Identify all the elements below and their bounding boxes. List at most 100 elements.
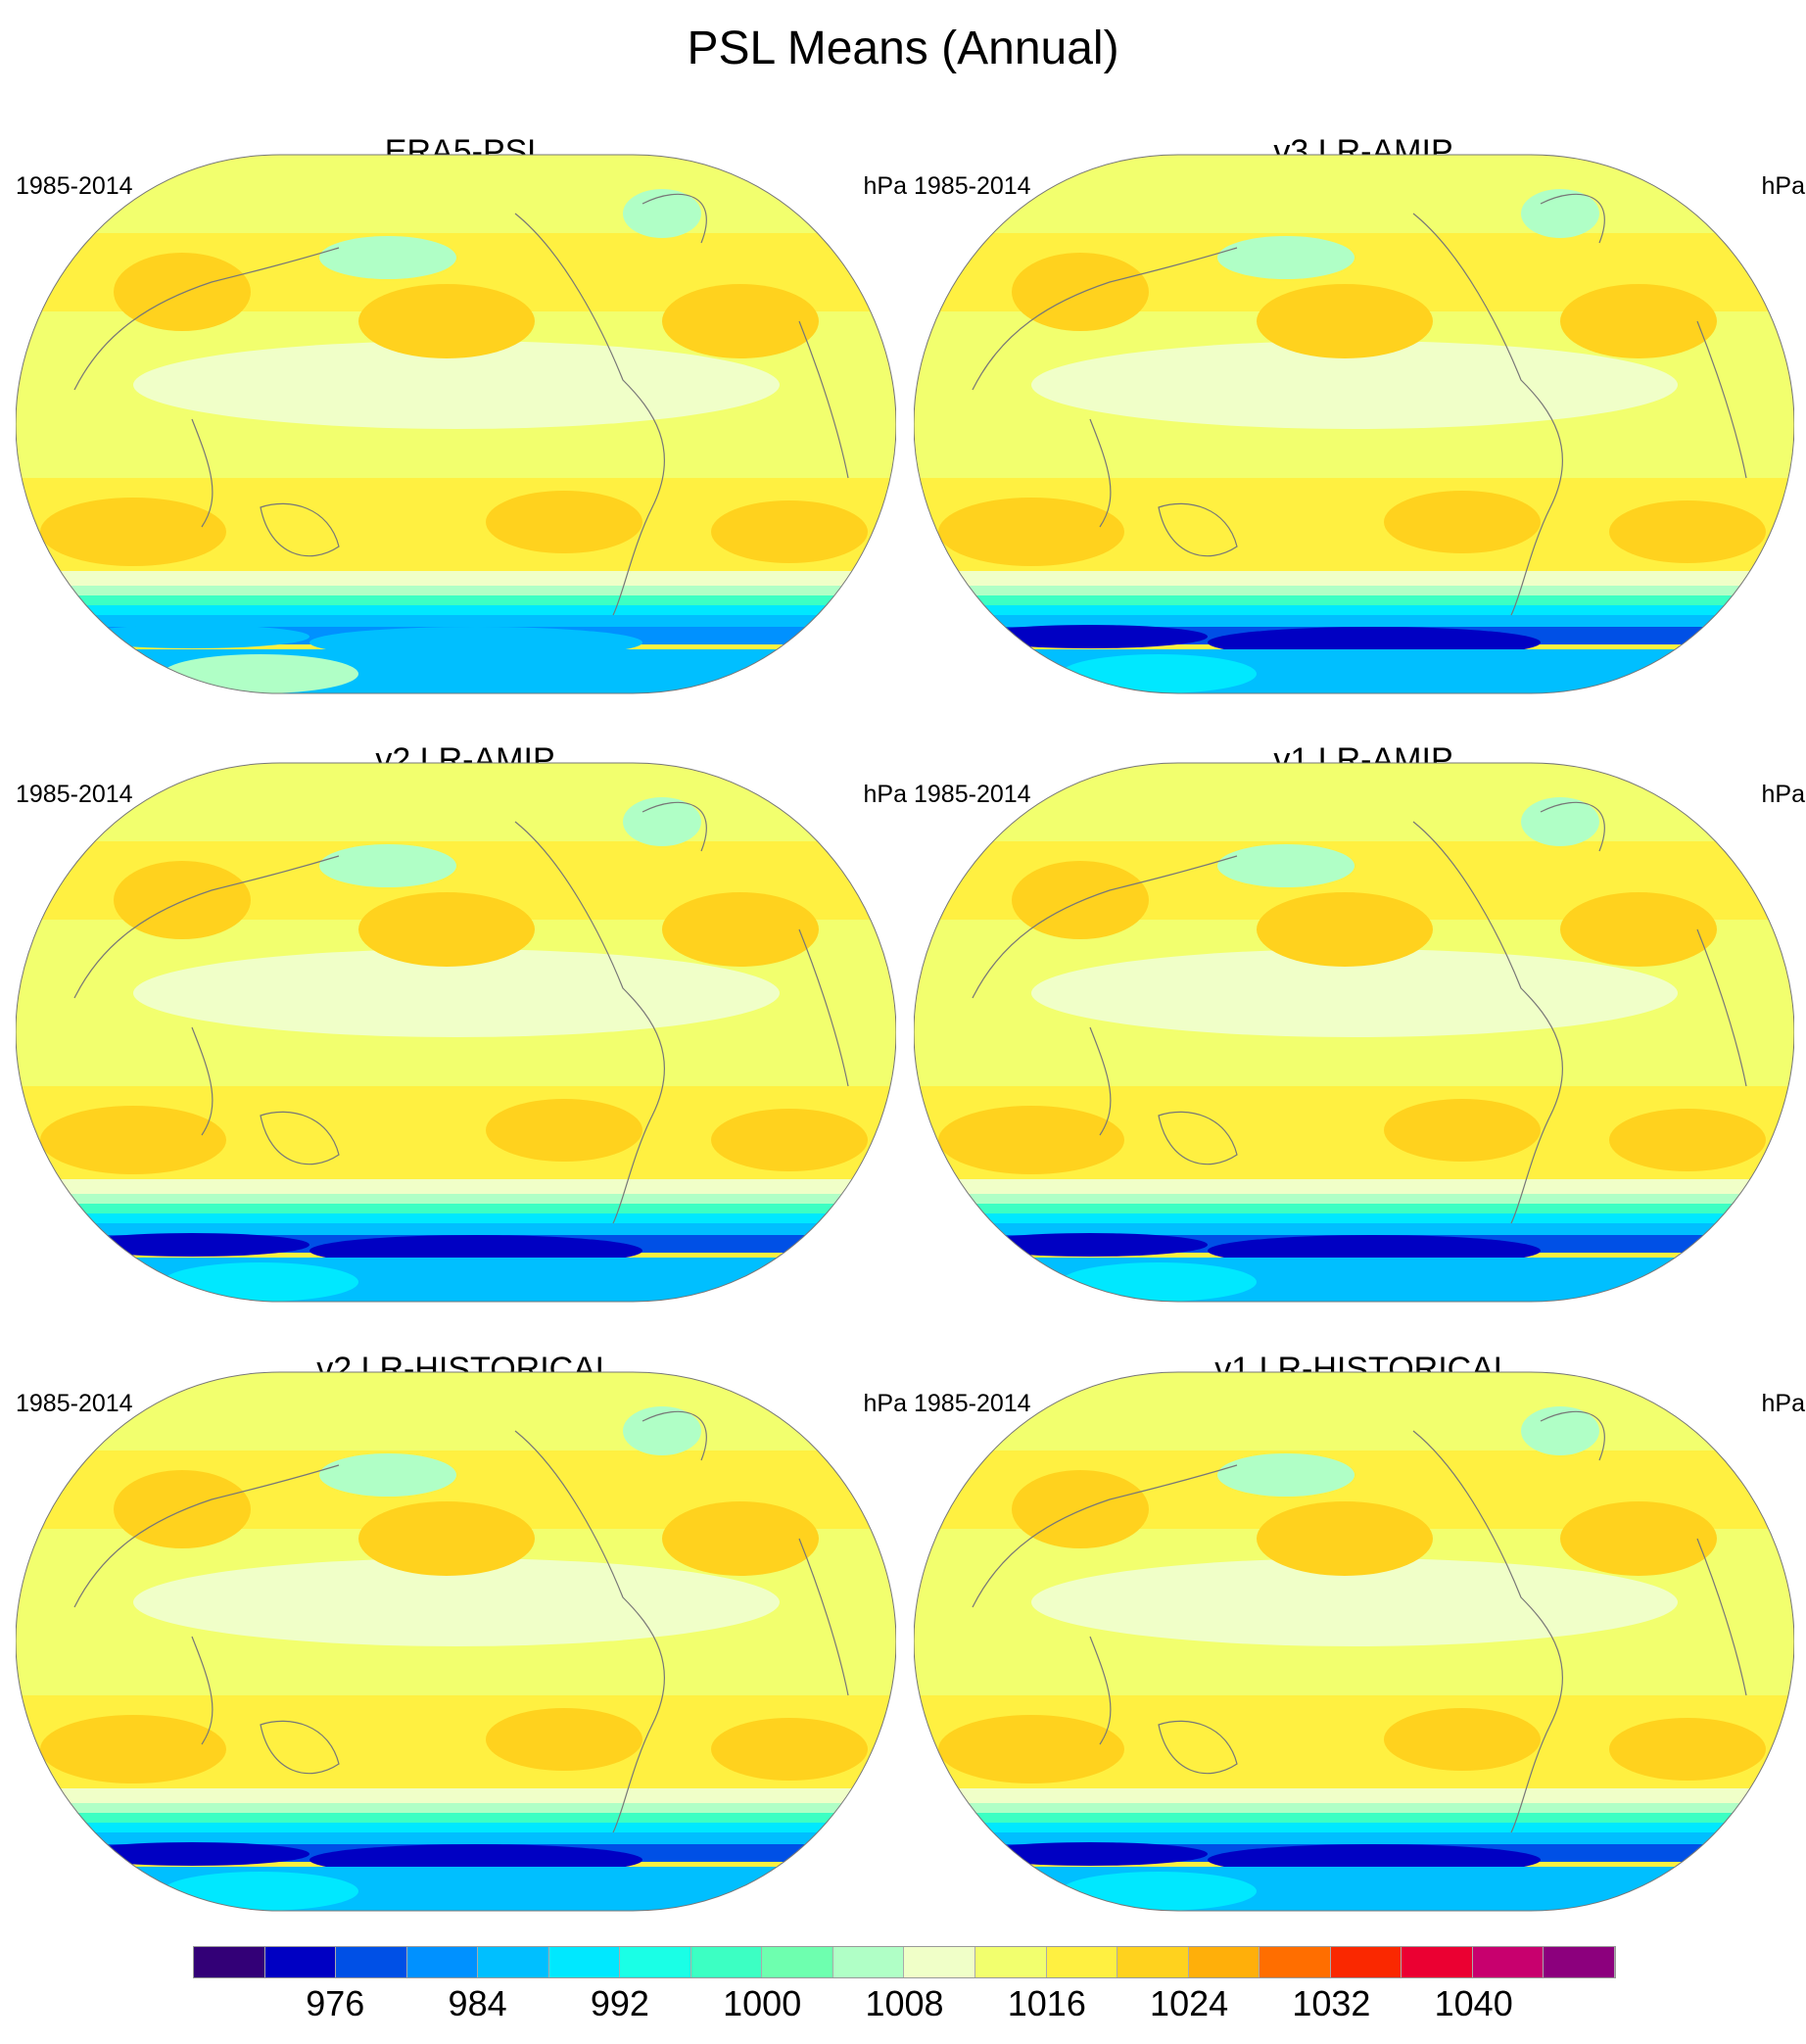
colorbar-swatch <box>1402 1947 1473 1977</box>
coastlines <box>972 193 1747 616</box>
colorbar-swatch <box>1472 1947 1545 1977</box>
units-label: hPa <box>863 781 907 808</box>
atlantic-high <box>662 284 819 358</box>
figure-title: PSL Means (Annual) <box>687 23 1119 74</box>
map-outline <box>914 762 1794 1303</box>
colorbar-swatch <box>548 1947 621 1977</box>
map-panel: v1.LR-AMIP 1985-2014 hPa <box>914 741 1806 1349</box>
aleutian-low <box>319 236 456 279</box>
equatorial-low <box>1031 341 1678 429</box>
psl-map <box>16 1371 896 1912</box>
s-atlantic-high <box>1609 1109 1766 1171</box>
period-label: 1985-2014 <box>914 781 1031 808</box>
arctic-band <box>914 1372 1794 1450</box>
siberian-high <box>114 1470 251 1548</box>
s-pacific-high <box>486 1708 642 1771</box>
map-outline <box>16 762 896 1303</box>
colorbar-swatch <box>264 1947 337 1977</box>
arctic-band <box>914 155 1794 233</box>
siberian-high <box>114 253 251 331</box>
psl-map <box>914 762 1794 1303</box>
equatorial-low <box>133 341 780 429</box>
icelandic-low <box>1521 189 1599 238</box>
colorbar-tick-label: 1008 <box>865 1983 944 2023</box>
units-label: hPa <box>863 1390 907 1417</box>
period-label: 1985-2014 <box>914 1390 1031 1417</box>
colorbar-tick-label: 992 <box>590 1983 649 2023</box>
colorbar-tick-label: 976 <box>306 1983 365 2023</box>
aleutian-low <box>319 844 456 887</box>
aleutian-low <box>1217 1453 1354 1497</box>
coastlines <box>972 801 1747 1224</box>
arctic-band <box>16 763 896 841</box>
s-pacific-high <box>1384 1099 1541 1162</box>
coastlines <box>73 193 849 616</box>
siberian-high <box>1012 861 1149 939</box>
map-outline <box>914 1371 1794 1912</box>
psl-map <box>914 154 1794 694</box>
colorbar-tick-label: 1000 <box>723 1983 802 2023</box>
equatorial-low <box>133 1558 780 1646</box>
colorbar-swatch <box>1188 1947 1260 1977</box>
colorbar-swatch <box>478 1947 549 1977</box>
map-panel: v3.LR-AMIP 1985-2014 hPa <box>914 133 1806 740</box>
aleutian-low <box>319 1453 456 1497</box>
pacific-high <box>1257 892 1433 967</box>
coastlines <box>73 1410 849 1833</box>
colorbar-swatch <box>975 1947 1047 1977</box>
map-panel: v2.LR-HISTORICAL 1985-2014 hPa <box>16 1351 915 1958</box>
atlantic-high <box>1560 1501 1717 1576</box>
antarctica <box>914 1258 1794 1302</box>
atlantic-high <box>1560 892 1717 967</box>
antarctica <box>914 1867 1794 1911</box>
indian-high <box>938 498 1124 566</box>
pacific-high <box>358 1501 535 1576</box>
period-label: 1985-2014 <box>914 172 1031 200</box>
coastlines <box>73 801 849 1224</box>
s-pacific-high <box>486 491 642 553</box>
units-label: hPa <box>1761 1390 1805 1417</box>
s-atlantic-high <box>711 500 868 563</box>
indian-high <box>938 1715 1124 1783</box>
period-label: 1985-2014 <box>16 781 133 808</box>
atlantic-high <box>662 892 819 967</box>
icelandic-low <box>1521 797 1599 846</box>
icelandic-low <box>623 189 701 238</box>
equatorial-low <box>1031 1558 1678 1646</box>
colorbar-swatch <box>904 1947 976 1977</box>
colorbar-swatch <box>762 1947 833 1977</box>
s-pacific-high <box>486 1099 642 1162</box>
units-label: hPa <box>1761 781 1805 808</box>
colorbar-swatch <box>620 1947 691 1977</box>
colorbar-swatch <box>1117 1947 1189 1977</box>
map-panel: v2.LR-AMIP 1985-2014 hPa <box>16 741 915 1349</box>
siberian-high <box>1012 253 1149 331</box>
arctic-band <box>914 763 1794 841</box>
s-atlantic-high <box>711 1109 868 1171</box>
map-outline <box>914 154 1794 694</box>
colorbar-swatch <box>1544 1947 1615 1977</box>
colorbar-swatch <box>194 1947 265 1977</box>
s-atlantic-high <box>1609 500 1766 563</box>
psl-map <box>914 1371 1794 1912</box>
atlantic-high <box>1560 284 1717 358</box>
indian-high <box>938 1106 1124 1174</box>
icelandic-low <box>1521 1406 1599 1455</box>
pacific-high <box>358 284 535 358</box>
map-outline <box>16 1371 896 1912</box>
antarctica <box>914 649 1794 693</box>
colorbar-tick-label: 1016 <box>1007 1983 1086 2023</box>
indian-high <box>40 1715 226 1783</box>
colorbar-swatch <box>1330 1947 1402 1977</box>
period-label: 1985-2014 <box>16 172 133 200</box>
map-panel: v1.LR-HISTORICAL 1985-2014 hPa <box>914 1351 1806 1958</box>
colorbar-swatch <box>1046 1947 1118 1977</box>
icelandic-low <box>623 797 701 846</box>
icelandic-low <box>623 1406 701 1455</box>
equatorial-low <box>1031 949 1678 1037</box>
colorbar-swatch <box>406 1947 479 1977</box>
colorbar-tick-label: 1024 <box>1150 1983 1229 2023</box>
arctic-band <box>16 1372 896 1450</box>
atlantic-high <box>662 1501 819 1576</box>
period-label: 1985-2014 <box>16 1390 133 1417</box>
